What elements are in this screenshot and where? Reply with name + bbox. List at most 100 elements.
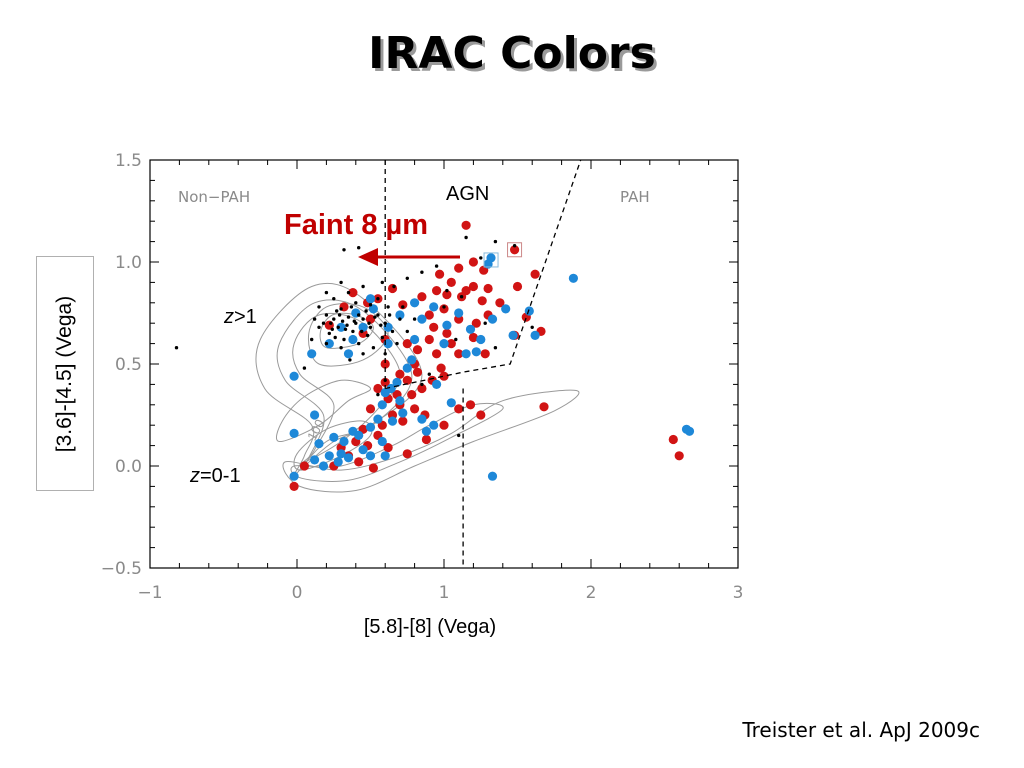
blue-point <box>336 322 346 332</box>
contour-line <box>290 402 504 482</box>
blue-point <box>465 324 476 334</box>
blue-point <box>289 428 299 438</box>
black-point <box>395 341 399 346</box>
blue-point <box>358 445 368 455</box>
blue-point <box>324 339 334 349</box>
black-point <box>324 313 329 317</box>
black-point <box>321 321 326 325</box>
red-point <box>380 359 390 369</box>
boxed-marker <box>507 242 523 258</box>
black-point <box>387 313 392 317</box>
blue-point <box>530 330 540 340</box>
x-tick-label: 1 <box>439 583 450 603</box>
black-point <box>310 337 314 342</box>
black-point <box>420 382 424 387</box>
blue-point <box>432 379 442 389</box>
black-point <box>351 329 355 334</box>
black-point <box>392 284 396 289</box>
black-point <box>434 264 439 268</box>
red-point <box>442 328 452 338</box>
red-point <box>436 363 446 373</box>
red-point <box>387 283 398 294</box>
blue-point <box>373 414 383 424</box>
red-point <box>454 349 464 359</box>
x-tick-label: 2 <box>586 583 597 603</box>
black-point <box>317 305 321 309</box>
red-point <box>398 416 408 426</box>
red-point <box>471 318 481 328</box>
blue-point <box>684 426 695 436</box>
red-point <box>417 292 427 302</box>
z-high-suffix: >1 <box>234 306 257 328</box>
red-point <box>383 443 393 453</box>
black-point <box>333 335 337 340</box>
red-point <box>402 375 412 385</box>
black-point <box>412 317 417 321</box>
black-point <box>336 325 340 329</box>
black-point <box>530 325 534 329</box>
black-point <box>342 248 346 252</box>
blue-point <box>501 304 511 314</box>
black-point <box>174 346 179 350</box>
black-point <box>390 329 395 334</box>
red-point <box>289 481 299 491</box>
black-point <box>380 335 384 340</box>
red-point <box>468 332 478 343</box>
black-point <box>348 358 352 362</box>
non-pah-label: Non−PAH <box>178 188 250 206</box>
blue-point <box>289 371 299 381</box>
black-point <box>373 315 377 319</box>
black-point <box>368 325 373 329</box>
black-point <box>357 341 361 346</box>
black-point <box>317 325 321 329</box>
black-point <box>324 341 329 346</box>
black-point <box>329 321 333 325</box>
boxed-marker <box>483 252 499 268</box>
red-point <box>424 334 434 345</box>
black-point <box>345 323 349 327</box>
black-point <box>368 303 373 307</box>
black-point <box>445 288 449 293</box>
blue-point <box>395 396 405 406</box>
black-point <box>330 327 334 331</box>
z-low-label: z=0-1 <box>189 465 241 487</box>
red-point <box>674 451 684 461</box>
black-point <box>457 433 461 438</box>
red-point <box>446 339 456 349</box>
red-point <box>509 245 520 255</box>
black-point <box>365 333 370 338</box>
black-point <box>442 305 446 309</box>
black-point <box>376 313 380 317</box>
blue-point <box>358 322 368 332</box>
red-point <box>432 349 442 359</box>
black-point <box>386 305 390 309</box>
red-point <box>368 463 378 473</box>
black-point <box>405 276 409 280</box>
black-point <box>354 301 358 305</box>
red-point <box>477 296 487 306</box>
black-point <box>371 346 376 350</box>
red-point <box>421 434 431 445</box>
red-point <box>410 404 420 414</box>
red-point <box>539 402 549 412</box>
blue-point <box>398 408 408 418</box>
black-point <box>483 321 487 325</box>
black-point <box>352 319 356 323</box>
black-point <box>332 317 336 321</box>
blue-point <box>336 449 346 459</box>
red-point <box>398 300 408 310</box>
blue-point <box>392 377 402 387</box>
blue-point <box>329 432 339 442</box>
blue-point <box>446 398 456 408</box>
red-point <box>435 269 445 279</box>
black-point <box>459 295 464 299</box>
blue-point <box>348 334 358 345</box>
red-point <box>480 349 490 359</box>
black-point <box>332 297 336 301</box>
black-point <box>361 317 365 321</box>
black-point <box>512 244 517 248</box>
plot-frame <box>149 159 739 569</box>
black-point <box>405 329 409 334</box>
y-tick-label: 0.5 <box>115 355 142 375</box>
